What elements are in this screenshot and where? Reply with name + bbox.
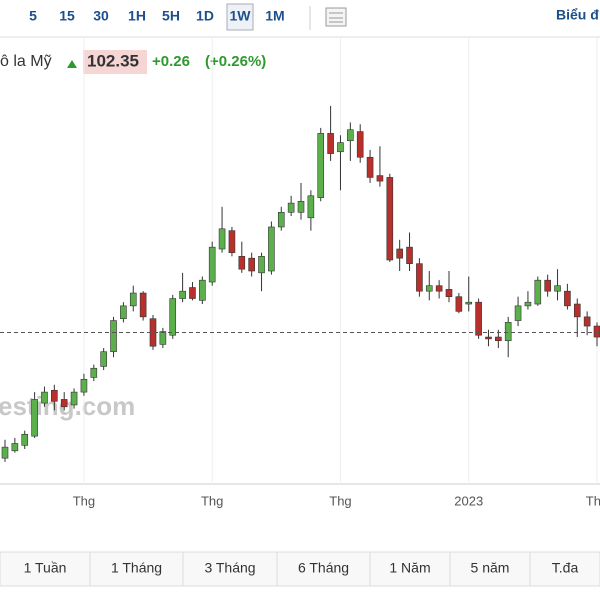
interval-button[interactable]: 30 — [93, 8, 109, 24]
candle-body — [524, 301, 532, 307]
candle-body — [347, 129, 354, 142]
interval-button[interactable]: 5H — [162, 8, 180, 24]
candle-body — [179, 290, 186, 299]
candle-body — [208, 246, 216, 283]
interval-button[interactable]: 1H — [128, 8, 146, 24]
x-tick-label: Thg — [201, 493, 223, 508]
range-button[interactable]: 1 Tuần — [24, 560, 67, 576]
settings-icon[interactable] — [325, 7, 347, 27]
candle-body — [41, 391, 48, 404]
candle-body — [110, 320, 117, 353]
up-arrow — [67, 60, 77, 68]
last-price: 102.35 — [87, 51, 139, 70]
x-tick-label: Thg — [73, 493, 95, 508]
price-highlight — [83, 50, 147, 74]
range-button[interactable]: 3 Tháng — [204, 560, 255, 576]
candle-body — [485, 336, 492, 340]
interval-button[interactable]: 1M — [265, 8, 284, 24]
candle-body — [199, 279, 206, 301]
candle-body — [465, 301, 473, 305]
candle-body — [159, 331, 167, 345]
x-tick-label: Thg — [586, 493, 600, 508]
interval-button[interactable]: 15 — [59, 8, 75, 24]
candle-body — [455, 296, 463, 312]
candle-body — [70, 391, 78, 406]
candle-body — [120, 305, 127, 320]
active-interval-frame — [226, 3, 254, 31]
candle-body — [297, 200, 305, 213]
candle-body — [396, 248, 403, 259]
candle-body — [51, 389, 58, 402]
candle-body — [495, 336, 502, 342]
candle-body — [100, 351, 107, 367]
candle-body — [307, 195, 315, 219]
candle-body — [189, 287, 196, 299]
candle-body — [564, 290, 571, 307]
candle-body — [139, 292, 147, 318]
candle-body — [356, 131, 364, 158]
candle-body — [544, 279, 551, 292]
candle-body — [238, 256, 246, 270]
candle-body — [317, 133, 325, 198]
candle-body — [11, 443, 19, 452]
candle-body — [425, 285, 433, 292]
candle-body — [504, 322, 512, 342]
candle-body — [514, 305, 522, 321]
candle-body — [337, 142, 344, 153]
candle-body — [534, 279, 542, 305]
x-tick-label: 2023 — [454, 493, 483, 508]
candle-body — [593, 325, 600, 338]
candle-body — [129, 292, 137, 307]
candle-body — [376, 175, 384, 182]
candle-body — [416, 263, 423, 292]
candle-body — [258, 256, 265, 274]
candle-body — [1, 446, 9, 459]
candle-body — [573, 303, 581, 318]
candle-body — [31, 399, 38, 437]
candle-body — [21, 433, 29, 446]
candle-body — [386, 177, 394, 261]
candle-body — [90, 367, 98, 378]
candle-body — [248, 257, 255, 272]
candle-body — [277, 211, 285, 228]
candle-body — [583, 316, 591, 327]
candle-body — [445, 289, 453, 297]
range-bar — [0, 551, 600, 587]
range-button[interactable]: 6 Tháng — [298, 560, 349, 576]
candle-body — [406, 246, 413, 264]
candle-body — [268, 226, 275, 272]
range-button[interactable]: 1 Tháng — [111, 560, 162, 576]
x-tick-label: Thg — [329, 493, 351, 508]
candle-body — [475, 301, 482, 336]
candle-body — [435, 285, 443, 292]
candle-body — [60, 399, 68, 408]
range-button[interactable]: 1 Năm — [389, 560, 430, 576]
candle-body — [327, 133, 334, 154]
watermark: esting.com — [0, 391, 135, 421]
candle-body — [366, 156, 374, 178]
range-button[interactable]: 5 năm — [471, 560, 510, 576]
price-change: +0.26 — [152, 53, 190, 70]
candle-body — [228, 230, 236, 253]
chart-link[interactable]: Biểu đ — [556, 7, 599, 23]
icon-frame — [325, 7, 347, 27]
interval-button[interactable]: 1D — [196, 8, 214, 24]
interval-button[interactable]: 1W — [230, 8, 252, 24]
range-button[interactable]: T.đa — [552, 560, 579, 576]
candle-body — [80, 378, 88, 393]
interval-button[interactable]: 5 — [29, 8, 37, 24]
candle-body — [554, 285, 561, 292]
price-change-pct: (+0.26%) — [205, 53, 266, 70]
instrument-name: ô la Mỹ — [0, 53, 52, 70]
candle-body — [287, 202, 295, 213]
candle-body — [218, 228, 226, 250]
candle-body — [169, 298, 177, 336]
